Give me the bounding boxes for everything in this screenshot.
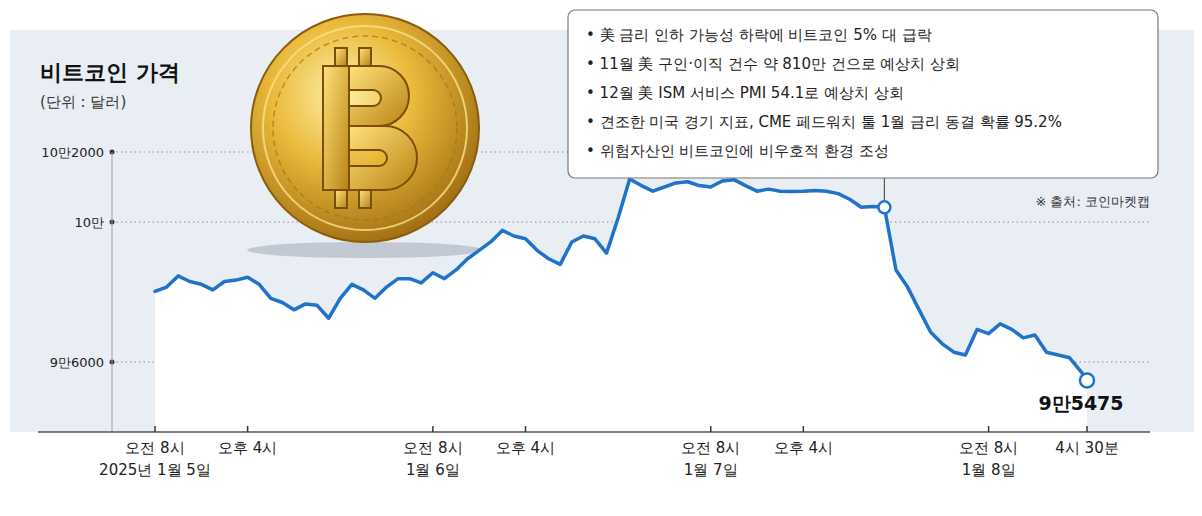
x-tick xyxy=(803,426,805,432)
x-tick-label-line: 1월 7일 xyxy=(684,461,738,479)
annotation-text: • 美 금리 인하 가능성 하락에 비트코인 5% 대 급락 xyxy=(586,26,932,44)
title: 비트코인 가격 xyxy=(40,60,180,85)
x-tick-label-line: 1월 6일 xyxy=(406,461,460,479)
x-tick xyxy=(432,426,434,432)
annotation-text: • 11월 美 구인·이직 건수 약 810만 건으로 예상치 상회 xyxy=(586,55,960,73)
x-tick-label-line: 오전 8시 xyxy=(125,439,184,457)
x-axis-line xyxy=(38,431,1150,433)
annotation-text: • 견조한 미국 경기 지표, CME 페드워치 툴 1월 금리 동결 확률 9… xyxy=(586,113,1062,131)
glyph-bar xyxy=(359,48,371,66)
plot-data xyxy=(155,179,1087,432)
x-tick-label: 오전 8시 1월 7일 xyxy=(681,439,740,479)
x-tick-label: 오후 4시 xyxy=(218,439,277,457)
glyph-bowl xyxy=(349,66,409,126)
chart: 9만6000 10만 10만2000 오전 8시 2025년 1월 5일 오후 4시 오전 … xyxy=(0,0,1202,516)
x-tick-label-line: 오전 8시 xyxy=(681,439,740,457)
x-tick xyxy=(988,426,990,432)
x-tick-label: 4시 30분 xyxy=(1055,439,1118,457)
glyph-bowl xyxy=(349,126,417,190)
area-fill xyxy=(155,179,1087,432)
x-tick-label-line: 오후 4시 xyxy=(496,439,555,457)
end-point xyxy=(1080,373,1094,387)
annotation-box xyxy=(568,10,1158,178)
coin-shadow xyxy=(247,242,483,258)
x-tick-label: 오후 4시 xyxy=(774,439,833,457)
x-tick-label: 오전 8시 1월 6일 xyxy=(403,439,462,479)
x-tick-label-line: 오전 8시 xyxy=(959,439,1018,457)
x-tick-label: 오전 8시 1월 8일 xyxy=(959,439,1018,479)
glyph-bar xyxy=(359,190,371,208)
x-tick-label-line: 1월 8일 xyxy=(962,461,1016,479)
y-tick-label: 10만 xyxy=(74,215,104,230)
y-tick-label: 9만6000 xyxy=(50,355,104,370)
leader-line xyxy=(884,178,885,201)
x-tick xyxy=(525,426,527,432)
annotation-text: • 12월 美 ISM 서비스 PMI 54.1로 예상치 상회 xyxy=(586,84,904,102)
x-tick xyxy=(1086,426,1088,432)
glyph-stem xyxy=(323,66,349,190)
coin-glyph xyxy=(323,48,417,208)
x-tick-label-line: 2025년 1월 5일 xyxy=(99,461,211,479)
x-tick-label-line: 4시 30분 xyxy=(1055,439,1118,457)
y-tick-label: 10만2000 xyxy=(41,145,104,160)
x-tick-label: 오후 4시 xyxy=(496,439,555,457)
annotation-text: • 위험자산인 비트코인에 비우호적 환경 조성 xyxy=(586,142,889,160)
x-tick-label-line: 오후 4시 xyxy=(218,439,277,457)
glyph-bar xyxy=(335,48,347,66)
coin xyxy=(251,14,479,242)
y-axis-line xyxy=(112,152,113,432)
x-tick-label-line: 오후 4시 xyxy=(774,439,833,457)
subtitle: (단위 : 달러) xyxy=(40,93,126,111)
price-line xyxy=(155,179,1087,380)
source: ※ 출처: 코인마켓캡 xyxy=(1035,194,1150,209)
x-tick xyxy=(154,426,156,432)
coin-ring xyxy=(273,36,457,220)
coin-ring xyxy=(263,26,467,230)
end-label: 9만5475 xyxy=(1038,392,1123,414)
x-tick xyxy=(710,426,712,432)
glyph-bar xyxy=(335,190,347,208)
x-tick xyxy=(247,426,249,432)
x-tick-label-line: 오전 8시 xyxy=(403,439,462,457)
x-tick-label: 오전 8시 2025년 1월 5일 xyxy=(99,439,211,479)
annotation-point xyxy=(878,201,890,213)
